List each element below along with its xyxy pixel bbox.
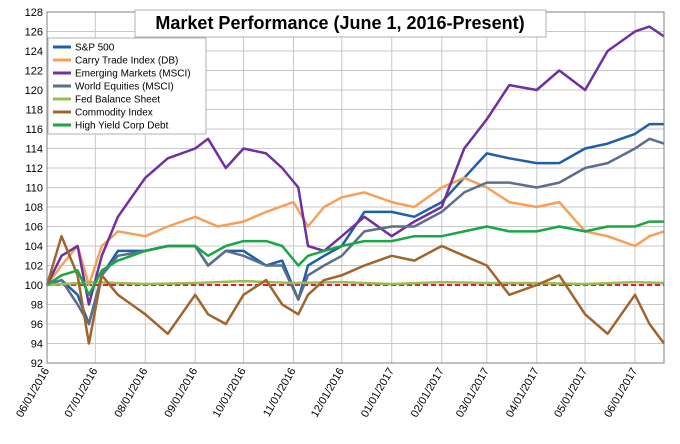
legend-label-fed-balance-sheet: Fed Balance Sheet xyxy=(75,95,160,106)
legend-label-world-equities-msci: World Equities (MSCI) xyxy=(75,82,174,93)
y-tick-label: 126 xyxy=(25,27,43,39)
series-line-world-equities-msci xyxy=(46,137,665,326)
y-tick-label: 100 xyxy=(25,280,43,292)
y-tick-label: 96 xyxy=(31,319,43,331)
legend-label-commodity-index: Commodity Index xyxy=(75,108,153,119)
series-lines xyxy=(45,25,666,345)
series-line-s-p-500 xyxy=(46,122,664,326)
legend-label-s-p-500: S&P 500 xyxy=(75,43,115,54)
legend-label-high-yield-corp-debt: High Yield Corp Debt xyxy=(75,121,169,132)
series-line-commodity-index xyxy=(45,234,666,345)
y-axis-ticks: 92 94 96 98 100 102 104 106 108 110 112 114 116 118 12… xyxy=(25,7,43,370)
y-tick-label: 104 xyxy=(25,241,43,253)
y-tick-label: 120 xyxy=(25,85,43,97)
series-line-carry-trade-index-db xyxy=(45,176,665,287)
y-tick-label: 118 xyxy=(25,105,43,117)
y-tick-label: 92 xyxy=(31,358,43,370)
y-tick-label: 106 xyxy=(25,222,43,234)
series-line-fed-balance-sheet xyxy=(46,279,665,287)
chart-title-box: Market Performance (June 1, 2016-Present… xyxy=(134,9,547,38)
y-tick-label: 114 xyxy=(25,144,43,156)
y-tick-label: 112 xyxy=(25,163,43,175)
y-tick-label: 98 xyxy=(31,300,43,312)
y-tick-label: 102 xyxy=(25,261,43,273)
chart-title: Market Performance (June 1, 2016-Present… xyxy=(155,13,524,33)
legend-label-emerging-markets-msci: Emerging Markets (MSCI) xyxy=(75,69,191,80)
y-tick-label: 94 xyxy=(31,339,43,351)
legend-label-carry-trade-index-db: Carry Trade Index (DB) xyxy=(75,56,178,67)
series-line-high-yield-corp-debt xyxy=(46,220,664,297)
y-tick-label: 108 xyxy=(25,202,43,214)
y-tick-label: 124 xyxy=(25,46,43,58)
series-line-emerging-markets-msci xyxy=(45,25,665,306)
legend: S&P 500 Carry Trade Index (DB) Emerging Ma… xyxy=(47,37,207,135)
y-tick-label: 116 xyxy=(25,124,43,136)
y-tick-label: 110 xyxy=(25,183,43,195)
y-tick-label: 122 xyxy=(25,66,43,78)
legend-box xyxy=(47,37,207,135)
y-tick-label: 128 xyxy=(25,7,43,19)
